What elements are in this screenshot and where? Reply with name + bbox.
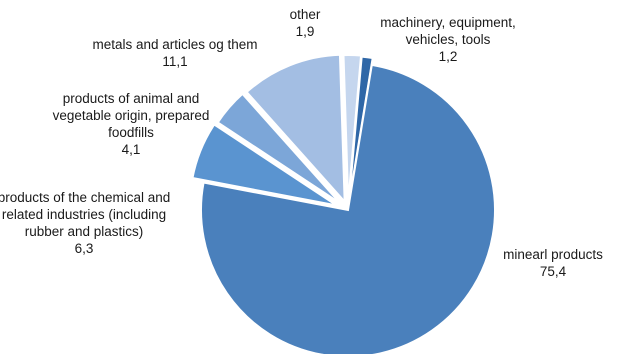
pie-category-label: metals and articles og them — [92, 37, 257, 52]
pie-slice-3 — [216, 92, 342, 205]
pie-value-label: 1,2 — [439, 49, 458, 64]
pie-value-label: 4,1 — [122, 142, 141, 157]
pie-category-label: products of the chemical and — [0, 190, 170, 205]
pie-slice-2 — [191, 123, 338, 207]
pie-value-label: 6,3 — [75, 241, 94, 256]
pie-category-label: minearl products — [503, 247, 603, 262]
pie-value-label: 11,1 — [162, 54, 187, 69]
pie-label-0: machinery, equipment, vehicles, tools 1,2 — [380, 15, 516, 64]
pie-category-label: related industries (including — [2, 207, 166, 222]
pie-label-1: minearl products 75,4 — [503, 247, 603, 279]
pie-value-label: 1,9 — [296, 24, 315, 39]
pie-category-label: other — [290, 7, 321, 22]
pie-slice-5 — [342, 54, 363, 203]
pie-category-label: products of animal and — [63, 91, 200, 106]
pie-label-3: products of animal and vegetable origin, … — [53, 91, 210, 157]
pie-category-label: foodfills — [108, 125, 154, 140]
pie-label-5: other 1,9 — [290, 7, 321, 39]
pie-slice-1 — [200, 63, 496, 354]
pie-category-label: vehicles, tools — [406, 32, 491, 47]
pie-slice-4 — [245, 53, 346, 205]
pie-label-2: products of the chemical and related indu… — [0, 190, 170, 256]
pie-labels: machinery, equipment, vehicles, tools 1,2m… — [0, 7, 603, 279]
pie-label-4: metals and articles og them 11,1 — [92, 37, 257, 69]
pie-value-label: 75,4 — [540, 264, 567, 279]
pie-category-label: vegetable origin, prepared — [53, 108, 210, 123]
pie-category-label: rubber and plastics) — [25, 224, 144, 239]
pie-category-label: machinery, equipment, — [380, 15, 516, 30]
pie-slices — [191, 53, 496, 354]
